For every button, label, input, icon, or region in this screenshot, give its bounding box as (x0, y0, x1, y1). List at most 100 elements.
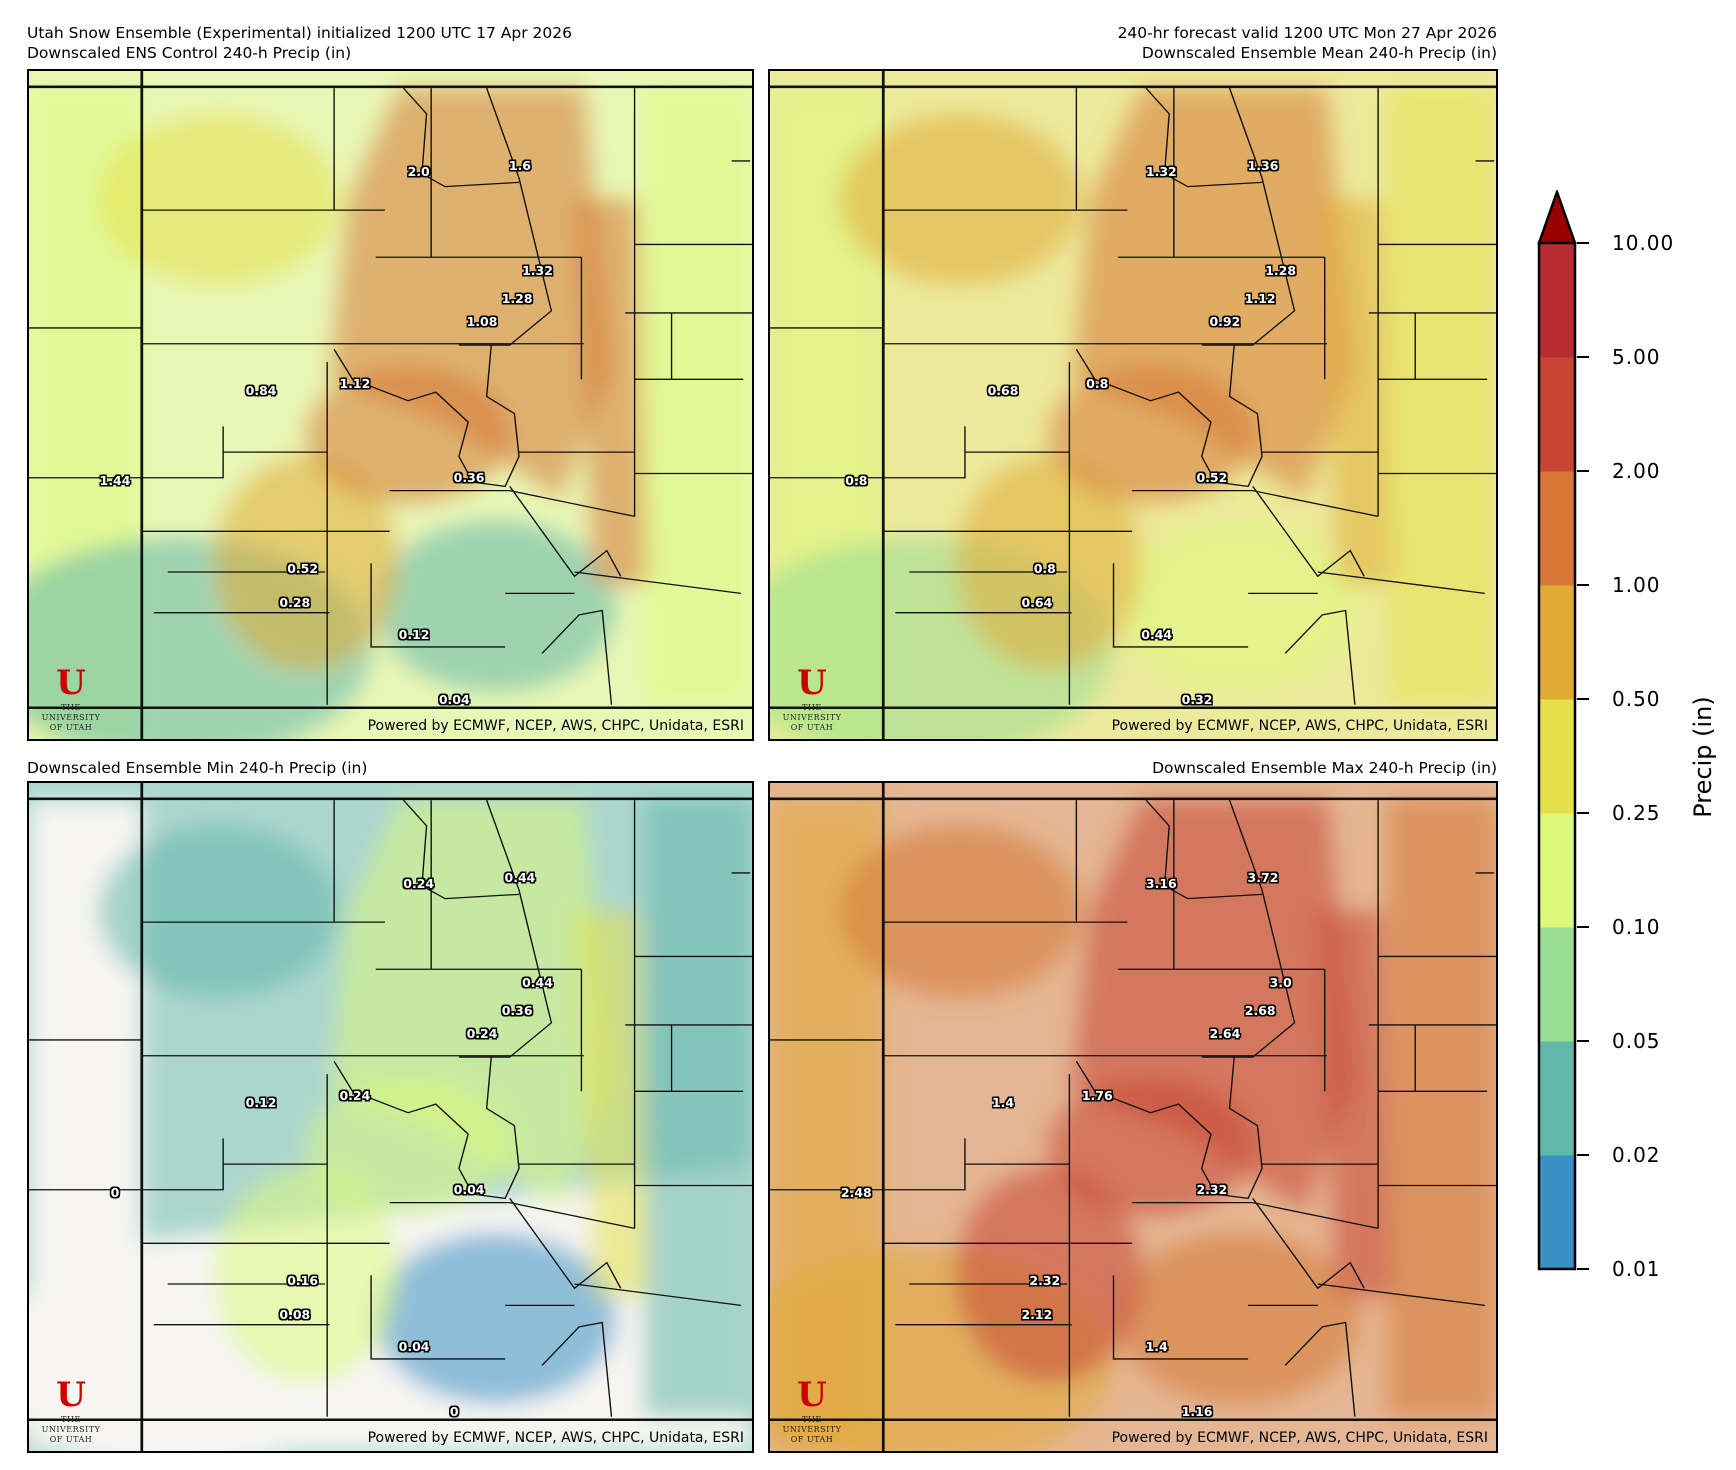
precip-value-label: 0 (449, 1404, 459, 1420)
precip-value-label: 2.0 (407, 164, 430, 180)
boundary-line (1317, 571, 1485, 595)
precip-region (375, 520, 617, 692)
boundary-line (1201, 799, 1296, 1058)
logo-letter: U (56, 663, 86, 703)
map-panel-mean: 1.32 1.36 1.28 1.12 0.92 0.8 0.68 0.8 0.52 0.8 0.6… (768, 69, 1498, 741)
university-of-utah-logo: U THE UNIVERSITY OF UTAH (774, 1375, 850, 1445)
boundary-line (574, 1283, 742, 1307)
boundary-line (1252, 1198, 1365, 1290)
precip-value-label: 0.16 (287, 1273, 319, 1289)
precip-value-label: 3.0 (1269, 974, 1292, 990)
logo-text: OF UTAH (790, 723, 834, 732)
precip-region (1071, 800, 1355, 1212)
boundary-line (1112, 563, 1249, 648)
precip-value-label: 0.12 (245, 1095, 277, 1111)
boundary-line (770, 426, 966, 479)
boundary-line (1132, 1201, 1379, 1229)
logo-text: UNIVERSITY (41, 713, 101, 722)
map-panel-min: 0.24 0.44 0.44 0.36 0.24 0.24 0.12 0 0.04 0.16 0.0… (27, 781, 754, 1453)
boundary-line (509, 1198, 622, 1290)
colorbar-band (1539, 1041, 1575, 1156)
precip-field (770, 71, 1496, 739)
colorbar (1537, 190, 1577, 1271)
colorbar-tick-label: 0.05 (1612, 1029, 1661, 1053)
boundary-line (402, 87, 520, 188)
precip-region (955, 456, 1142, 671)
boundary-line (389, 489, 635, 517)
precip-value-label: 0.04 (398, 1338, 430, 1354)
precip-region (643, 800, 752, 1417)
colorbar-tick-mark (1577, 812, 1589, 814)
logo-letter: U (797, 1375, 827, 1415)
boundary-line (1284, 609, 1356, 705)
colorbar-tick-mark (1577, 356, 1589, 358)
precip-value-label: 2.32 (1029, 1273, 1061, 1289)
credit-text: Powered by ECMWF, NCEP, AWS, CHPC, Unida… (367, 718, 744, 734)
init-title: Utah Snow Ensemble (Experimental) initia… (27, 24, 572, 42)
precip-field (770, 783, 1496, 1451)
panel-title-mean: Downscaled Ensemble Mean 240-h Precip (i… (1141, 44, 1497, 62)
colorbar-band (1539, 699, 1575, 814)
precip-value-label: 0.52 (287, 561, 319, 577)
panel-title-min: Downscaled Ensemble Min 240-h Precip (in… (27, 759, 368, 777)
colorbar-tick-mark (1577, 698, 1589, 700)
precip-region (375, 1232, 617, 1404)
logo-text: OF UTAH (49, 723, 93, 732)
logo-letter: U (56, 1375, 86, 1415)
precip-value-label: 1.28 (1265, 262, 1297, 278)
precip-region (643, 88, 752, 705)
boundary-line (770, 1138, 966, 1191)
precip-value-label: 0.8 (1086, 375, 1109, 391)
precip-value-label: 1.16 (1181, 1404, 1213, 1420)
map-panel-control: 2.0 1.6 1.32 1.28 1.08 1.12 0.84 1.44 0.36 0.52 0.… (27, 69, 754, 741)
boundary-line (1252, 486, 1365, 578)
precip-value-label: 2.12 (1021, 1306, 1053, 1322)
logo-text: UNIVERSITY (41, 1425, 101, 1434)
precip-value-label: 0.44 (522, 974, 553, 990)
colorbar-label: Precip (in) (1689, 696, 1717, 818)
precip-value-label: 1.08 (466, 313, 498, 329)
colorbar-tick-label: 5.00 (1612, 345, 1661, 369)
logo-letter: U (797, 663, 827, 703)
boundary-line (574, 571, 742, 595)
precip-value-label: 0.8 (1033, 561, 1056, 577)
colorbar-tick-mark (1577, 584, 1589, 586)
colorbar-tick-mark (1577, 926, 1589, 928)
colorbar-tick-label: 2.00 (1612, 459, 1661, 483)
precip-value-label: 1.6 (508, 158, 531, 174)
credit-text: Powered by ECMWF, NCEP, AWS, CHPC, Unida… (367, 1430, 744, 1446)
boundary-line (1132, 489, 1379, 517)
logo-text: UNIVERSITY (782, 1425, 842, 1434)
colorbar-tick-mark (1577, 242, 1589, 244)
colorbar-extend-arrow (1537, 190, 1577, 245)
boundary-line (389, 1201, 635, 1229)
precip-value-label: 0.32 (1181, 692, 1213, 708)
precip-value-label: 2.48 (840, 1184, 872, 1200)
precip-region (1071, 88, 1355, 500)
precip-region (574, 199, 649, 585)
boundary-line (333, 344, 520, 488)
precip-value-label: 0.44 (1141, 626, 1173, 642)
boundary-line (29, 426, 224, 479)
boundary-line (458, 799, 553, 1058)
colorbar-tick-mark (1577, 1040, 1589, 1042)
precip-value-label: 0.04 (438, 692, 470, 708)
boundary-line (1112, 1275, 1249, 1360)
university-of-utah-logo: U THE UNIVERSITY OF UTAH (774, 663, 850, 733)
colorbar-tick-label: 1.00 (1612, 573, 1661, 597)
precip-field (29, 783, 752, 1451)
precip-value-label: 0.52 (1196, 470, 1228, 486)
colorbar-tick-mark (1577, 1154, 1589, 1156)
precip-region (98, 113, 339, 286)
colorbar-tick-label: 10.00 (1612, 231, 1675, 255)
credit-text: Powered by ECMWF, NCEP, AWS, CHPC, Unida… (1111, 718, 1488, 734)
colorbar-band (1539, 927, 1575, 1042)
boundary-line (1284, 1321, 1356, 1417)
precip-value-label: 1.32 (1145, 164, 1177, 180)
precip-value-label: 3.72 (1247, 870, 1279, 886)
precip-value-label: 0.36 (501, 1002, 533, 1018)
boundary-line (1317, 1283, 1485, 1307)
colorbar-band (1539, 357, 1575, 472)
precip-value-label: 1.28 (501, 290, 533, 306)
precip-region (1317, 199, 1393, 585)
